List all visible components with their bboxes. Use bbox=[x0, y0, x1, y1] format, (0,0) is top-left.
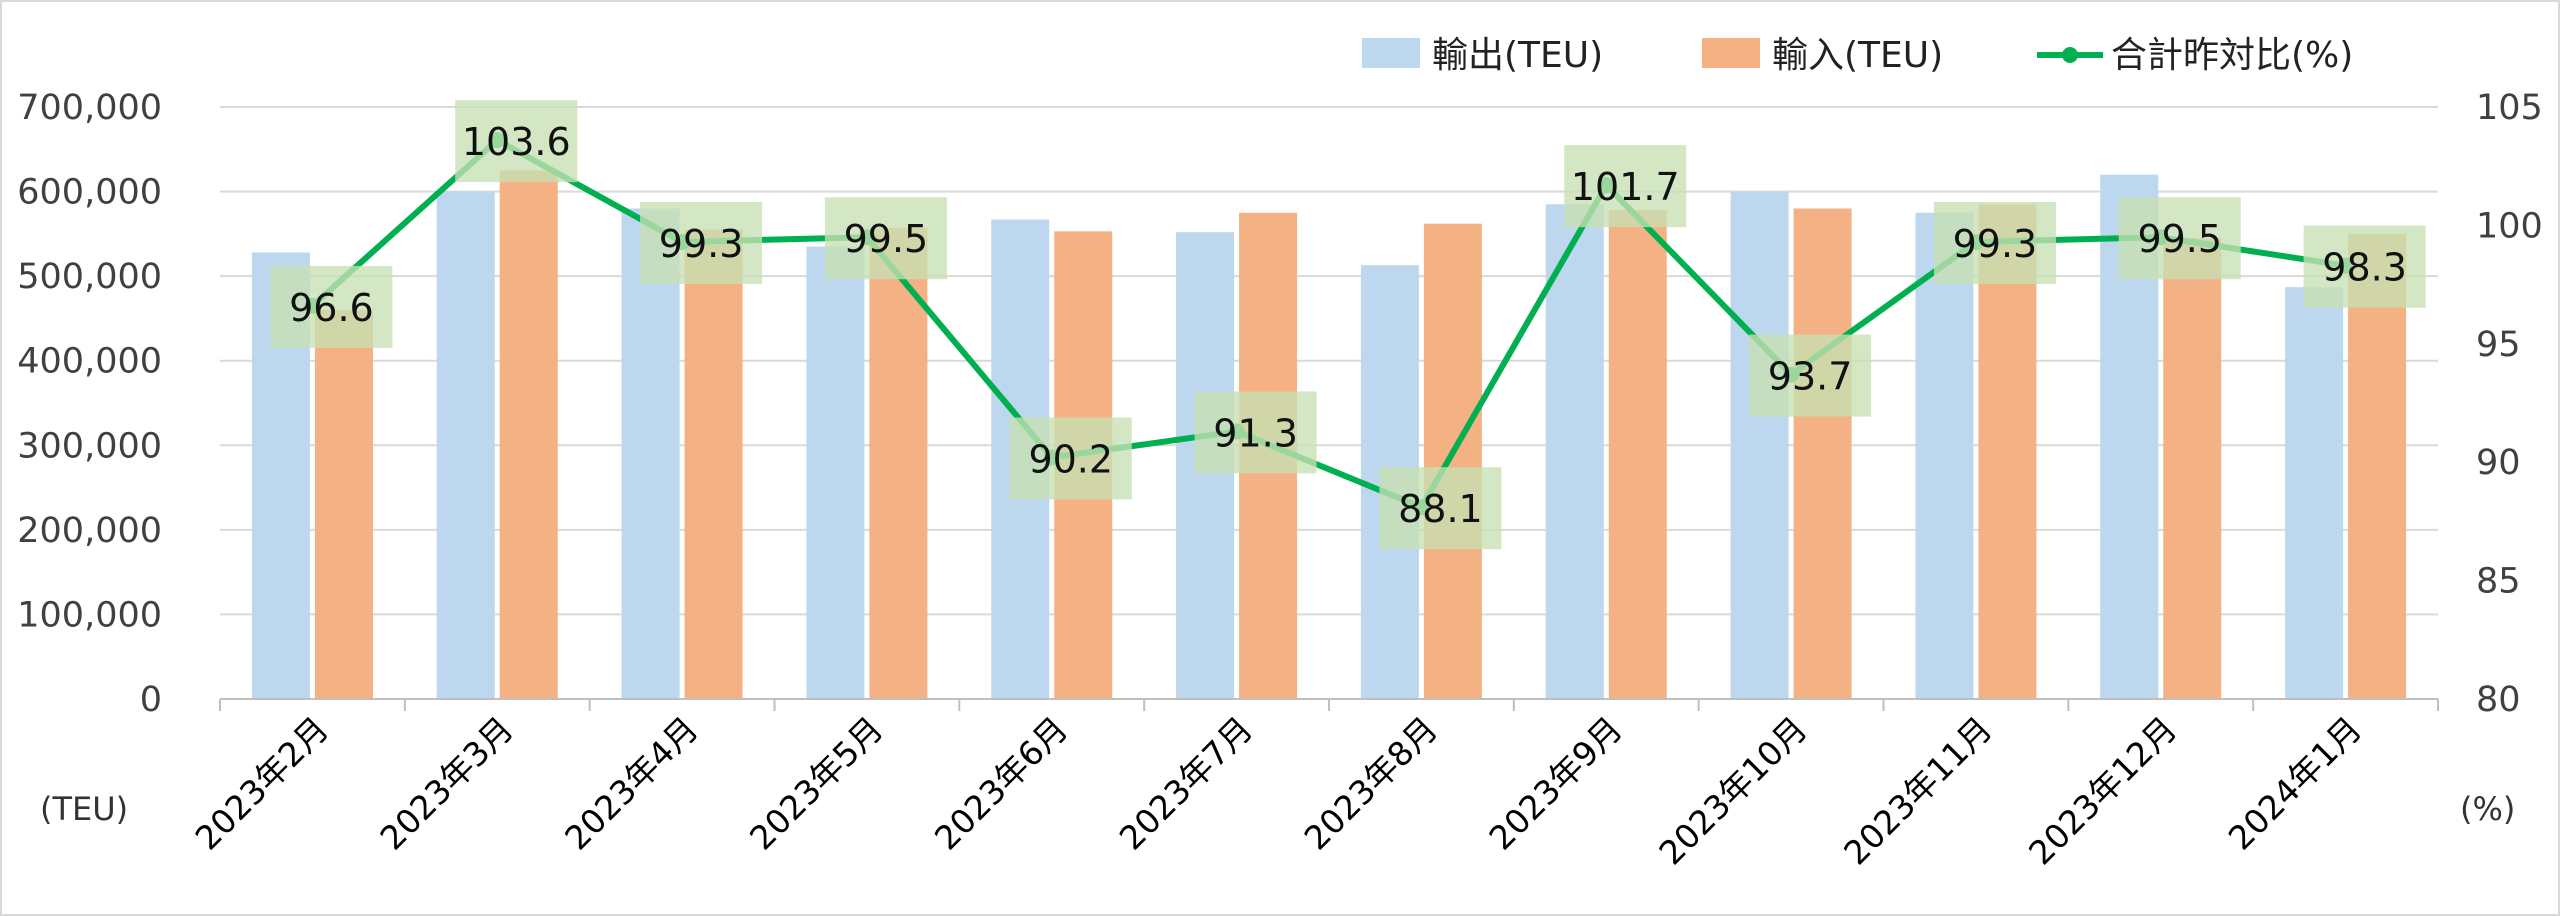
export-bar bbox=[1730, 191, 1789, 700]
data-label-box bbox=[640, 201, 763, 284]
y-left-tick-label: 100,000 bbox=[17, 595, 162, 635]
data-label: 96.6 bbox=[289, 286, 374, 330]
legend: 輸出(TEU) 輸入(TEU) 合計昨対比(%) bbox=[1362, 35, 2353, 76]
import-bar bbox=[1423, 223, 1482, 700]
data-label-box bbox=[2118, 197, 2241, 280]
y-left-tick-label: 500,000 bbox=[17, 257, 162, 297]
y-left-tick-label: 200,000 bbox=[17, 511, 162, 551]
x-category-label: 2023年4月 bbox=[557, 709, 705, 857]
data-label-box bbox=[824, 197, 947, 280]
data-label: 103.6 bbox=[462, 120, 571, 164]
legend-label-ratio: 合計昨対比(%) bbox=[2111, 35, 2353, 76]
data-label: 88.1 bbox=[1398, 487, 1483, 531]
y-right-tick-label: 90 bbox=[2476, 443, 2521, 483]
data-label: 91.3 bbox=[1213, 411, 1298, 455]
y-right-tick-label: 85 bbox=[2476, 562, 2521, 602]
data-label: 99.5 bbox=[844, 217, 929, 261]
import-bar bbox=[684, 229, 743, 699]
export-bar bbox=[1545, 204, 1604, 699]
x-category-label: 2023年6月 bbox=[927, 709, 1075, 857]
x-category-label: 2023年7月 bbox=[1112, 709, 1260, 857]
data-label-box bbox=[2303, 225, 2426, 308]
data-label: 99.3 bbox=[659, 222, 744, 266]
import-bar bbox=[1978, 204, 2037, 699]
data-label: 90.2 bbox=[1028, 437, 1113, 481]
legend-marker-ratio bbox=[2062, 47, 2078, 63]
data-label-box bbox=[1194, 391, 1317, 474]
data-label-box bbox=[1749, 334, 1872, 417]
legend-swatch-export bbox=[1362, 38, 1420, 68]
data-label-box bbox=[1933, 201, 2056, 284]
legend-swatch-import bbox=[1702, 38, 1760, 68]
x-category-label: 2023年2月 bbox=[188, 709, 336, 857]
x-category-label: 2023年8月 bbox=[1297, 709, 1445, 857]
y-right-tick-label: 80 bbox=[2476, 680, 2521, 720]
y-right-tick-label: 95 bbox=[2476, 325, 2521, 365]
x-category-label: 2023年10月 bbox=[1651, 709, 1814, 872]
legend-label-import: 輸入(TEU) bbox=[1772, 35, 1943, 76]
data-label: 99.5 bbox=[2137, 217, 2222, 261]
y-left-unit-label: (TEU) bbox=[40, 790, 128, 828]
x-category-label: 2023年9月 bbox=[1481, 709, 1629, 857]
data-label: 98.3 bbox=[2322, 246, 2407, 290]
export-bar bbox=[436, 191, 495, 700]
data-label: 99.3 bbox=[1953, 222, 2038, 266]
x-category-label: 2023年11月 bbox=[1836, 709, 1999, 872]
import-bar bbox=[499, 170, 558, 699]
y-left-tick-label: 700,000 bbox=[17, 88, 162, 128]
x-category-label: 2023年12月 bbox=[2021, 709, 2184, 872]
data-label-box bbox=[1009, 417, 1132, 500]
export-bar bbox=[621, 208, 680, 699]
ratio-line bbox=[310, 137, 2347, 511]
y-left-tick-label: 400,000 bbox=[17, 342, 162, 382]
data-labels: 96.6 103.6 99.3 99.5 90.2 91.3 88.1 101.7 93.7 99… bbox=[270, 100, 2426, 550]
y-left-tick-label: 300,000 bbox=[17, 426, 162, 466]
y-right-tick-label: 100 bbox=[2476, 206, 2543, 246]
export-bar bbox=[1915, 212, 1974, 699]
import-bar bbox=[1793, 208, 1852, 699]
x-category-label: 2023年3月 bbox=[372, 709, 520, 857]
y-right-unit-label: (%) bbox=[2460, 790, 2515, 828]
import-bar bbox=[2348, 233, 2407, 699]
x-category-label: 2024年1月 bbox=[2221, 709, 2369, 857]
data-label-box bbox=[455, 100, 578, 183]
import-bar bbox=[314, 309, 373, 699]
data-label-box bbox=[1379, 467, 1502, 550]
data-label-box bbox=[270, 265, 393, 348]
data-label: 93.7 bbox=[1768, 355, 1853, 399]
export-bar bbox=[2285, 287, 2344, 699]
import-bar bbox=[2163, 238, 2222, 700]
export-bar bbox=[806, 246, 865, 700]
bars bbox=[251, 170, 2407, 700]
data-label-box bbox=[1564, 145, 1687, 228]
import-bar bbox=[869, 227, 928, 700]
x-category-label: 2023年5月 bbox=[742, 709, 890, 857]
ratio-line-layer bbox=[304, 132, 2354, 516]
import-bar bbox=[1608, 210, 1667, 700]
legend-label-export: 輸出(TEU) bbox=[1432, 35, 1603, 76]
data-label: 101.7 bbox=[1571, 165, 1680, 209]
y-left-tick-label: 600,000 bbox=[17, 173, 162, 213]
y-right-tick-label: 105 bbox=[2476, 88, 2543, 128]
y-left-tick-label: 0 bbox=[140, 680, 162, 720]
